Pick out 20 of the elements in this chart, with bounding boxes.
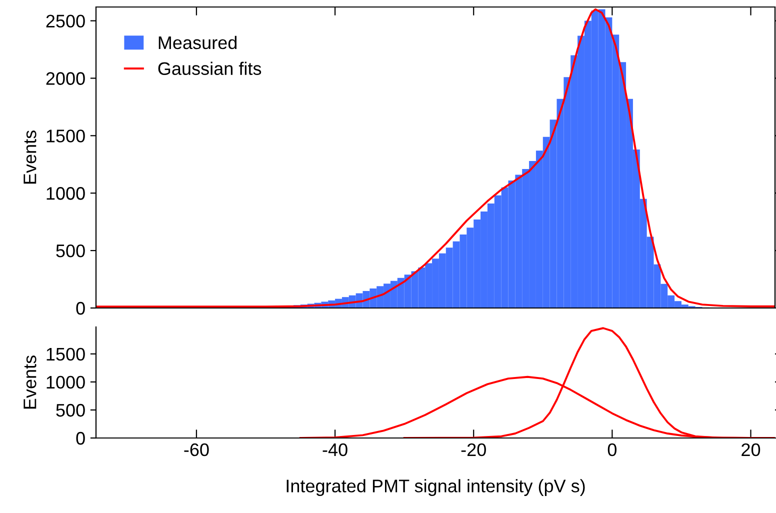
y-axis-title: Events: [24, 356, 36, 409]
y-axis-title: Events: [24, 130, 36, 184]
x-tick-label: 0: [608, 443, 616, 456]
y-tick-label: 0: [76, 432, 85, 445]
y-tick-label: 2000: [46, 72, 85, 85]
y-tick-label: 2500: [46, 14, 85, 28]
x-tick-label: 20: [742, 443, 760, 456]
x-axis-title: Integrated PMT signal intensity (pV s): [286, 479, 585, 496]
y-tick-label: 0: [76, 302, 85, 315]
y-tick-label: 1500: [46, 348, 85, 361]
y-tick-label: 500: [56, 244, 85, 258]
legend-label: Measured: [158, 36, 237, 50]
x-tick-label: -20: [461, 443, 486, 456]
y-tick-label: 500: [56, 404, 85, 417]
y-tick-label: 1500: [46, 130, 85, 142]
x-tick-label: -40: [322, 443, 348, 456]
x-tick-label: -60: [184, 443, 209, 456]
y-tick-label: 1000: [46, 376, 85, 389]
y-tick-label: 1000: [46, 187, 85, 200]
legend-label: Gaussian fits: [158, 62, 262, 76]
